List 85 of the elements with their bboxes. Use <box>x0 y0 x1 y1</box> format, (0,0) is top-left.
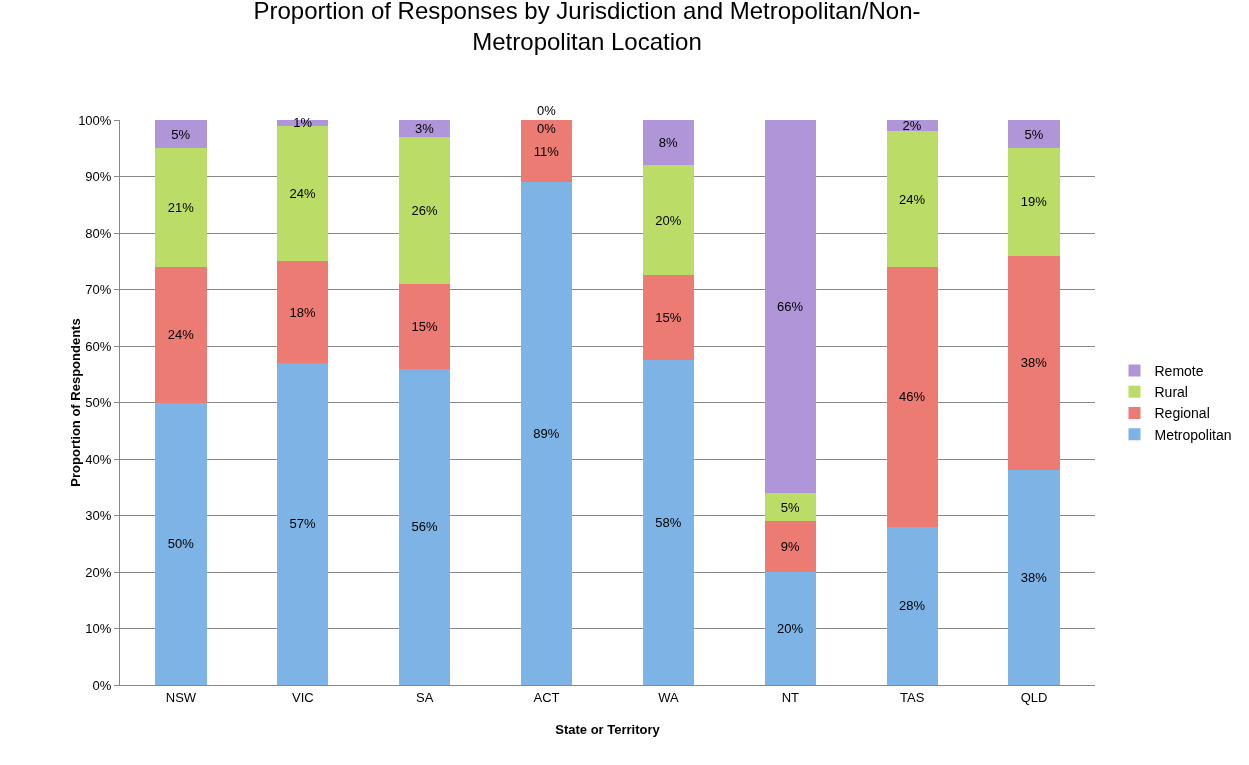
bar <box>764 120 816 493</box>
y-tick-label: 10% <box>85 621 112 637</box>
data-label: 2% <box>902 118 922 134</box>
bar <box>642 165 695 276</box>
data-label: 18% <box>289 304 317 320</box>
bar <box>155 120 207 149</box>
data-label: 20% <box>777 621 804 636</box>
data-label: 11% <box>533 143 560 159</box>
bar <box>764 521 816 572</box>
data-label: 38% <box>1020 570 1048 586</box>
bar <box>642 360 695 685</box>
y-tick-label: 20% <box>85 564 112 580</box>
data-label: 3% <box>415 120 435 136</box>
bar <box>1008 120 1060 149</box>
data-label: 57% <box>289 516 317 532</box>
data-label: 20% <box>655 212 682 228</box>
data-label: 24% <box>167 327 195 343</box>
y-tick-label: 0% <box>92 677 112 693</box>
bar <box>399 136 451 284</box>
data-label: 26% <box>411 202 438 218</box>
y-tick-label: 100% <box>78 112 112 128</box>
y-tick-label: 70% <box>85 282 112 298</box>
data-label: 5% <box>780 499 800 515</box>
data-label: 21% <box>167 200 195 216</box>
data-label: 9% <box>780 539 800 555</box>
y-tick-label: 40% <box>85 451 112 467</box>
x-tick-label: SA <box>416 689 434 705</box>
bar <box>277 261 329 363</box>
data-label: 8% <box>658 135 679 151</box>
legend-label: Remote <box>1154 363 1204 380</box>
data-label: 19% <box>1020 194 1048 210</box>
x-tick-label: WA <box>658 689 679 705</box>
data-label: 15% <box>655 310 682 326</box>
data-label: 5% <box>1024 126 1044 142</box>
data-label: 58% <box>655 515 682 531</box>
legend-label: Metropolitan <box>1154 426 1232 443</box>
bar <box>520 182 573 685</box>
legend-label: Regional <box>1154 405 1210 422</box>
bar <box>642 275 695 361</box>
chart-title: Proportion of Responses by Jurisdiction and Metropolitan/Non- Metropolitan Location <box>253 0 921 56</box>
data-label: 0% <box>537 121 557 136</box>
x-tick-label: TAS <box>900 689 925 705</box>
bar <box>764 572 816 685</box>
bar <box>520 120 573 183</box>
bar <box>886 131 938 267</box>
bar <box>399 283 451 369</box>
y-tick-label: 80% <box>85 225 112 241</box>
legend-label: Rural <box>1154 384 1188 401</box>
bar <box>886 266 938 527</box>
y-tick-label: 60% <box>85 338 112 354</box>
data-label: 38% <box>1020 355 1048 371</box>
bar <box>155 266 207 403</box>
x-tick-label: NSW <box>165 689 197 705</box>
bar <box>1008 255 1060 471</box>
data-label: 50% <box>167 536 195 552</box>
data-label: 89% <box>533 426 560 442</box>
data-label: 15% <box>411 318 438 334</box>
bar <box>1008 148 1060 256</box>
bar <box>155 402 207 685</box>
data-label: 5% <box>171 126 191 142</box>
data-label: 1% <box>293 115 313 131</box>
bar <box>642 120 695 166</box>
x-axis-title: State or Territory <box>555 722 661 737</box>
data-label: 46% <box>898 389 926 405</box>
y-tick-label: 30% <box>85 508 112 524</box>
data-label: 0% <box>537 103 557 118</box>
bar <box>155 148 207 267</box>
bar <box>886 526 938 685</box>
y-tick-label: 90% <box>85 169 112 185</box>
x-tick-label: QLD <box>1020 689 1048 705</box>
x-tick-label: NT <box>781 689 800 705</box>
y-tick-label: 50% <box>85 395 112 411</box>
x-tick-label: VIC <box>291 689 314 705</box>
y-axis-title: Proportion of Respondents <box>68 318 84 487</box>
data-label: 66% <box>777 298 804 314</box>
bar <box>277 362 329 685</box>
data-label: 28% <box>898 598 926 614</box>
data-label: 56% <box>411 519 438 535</box>
bar <box>277 125 329 262</box>
x-tick-label: ACT <box>533 689 560 705</box>
bar <box>1008 470 1060 685</box>
data-label: 24% <box>898 191 926 207</box>
data-label: 24% <box>289 185 317 201</box>
bar <box>764 492 816 522</box>
bar <box>399 368 451 685</box>
